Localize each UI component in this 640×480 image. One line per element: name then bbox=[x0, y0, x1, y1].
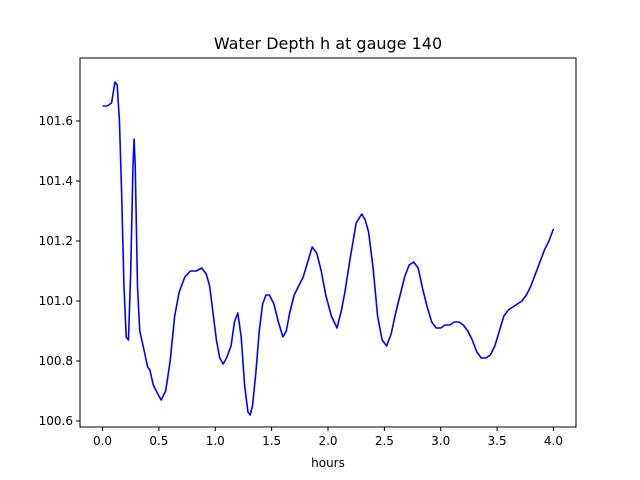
x-tick-label: 1.5 bbox=[262, 434, 281, 448]
x-tick-label: 2.5 bbox=[375, 434, 394, 448]
x-tick-label: 4.0 bbox=[544, 434, 563, 448]
y-tick-label: 101.0 bbox=[39, 294, 73, 308]
plot-area bbox=[102, 81, 555, 416]
y-tick-label: 101.2 bbox=[39, 234, 73, 248]
x-tick-label: 0.5 bbox=[149, 434, 168, 448]
chart-title: Water Depth h at gauge 140 bbox=[214, 34, 442, 53]
x-tick-label: 0.0 bbox=[93, 434, 112, 448]
x-tick-label: 1.0 bbox=[206, 434, 225, 448]
x-tick-label: 2.0 bbox=[318, 434, 337, 448]
x-tick-label: 3.5 bbox=[488, 434, 507, 448]
axes-frame bbox=[79, 57, 577, 428]
y-axis: 100.6 100.8 101.0 101.2 101.4 101.6 bbox=[39, 114, 80, 428]
y-tick-label: 101.6 bbox=[39, 114, 73, 128]
x-tick-label: 3.0 bbox=[431, 434, 450, 448]
series-line-0 bbox=[102, 81, 555, 416]
y-tick-label: 100.6 bbox=[39, 414, 73, 428]
y-tick-label: 101.4 bbox=[39, 174, 73, 188]
x-axis: 0.0 0.5 1.0 1.5 2.0 2.5 3.0 3.5 4.0 bbox=[93, 427, 563, 448]
x-axis-label: hours bbox=[311, 456, 345, 470]
y-tick-label: 100.8 bbox=[39, 354, 73, 368]
